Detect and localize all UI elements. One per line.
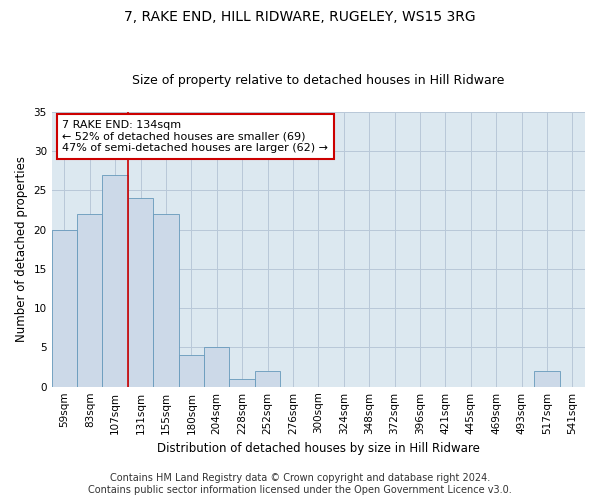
X-axis label: Distribution of detached houses by size in Hill Ridware: Distribution of detached houses by size … bbox=[157, 442, 480, 455]
Bar bbox=[52, 230, 77, 386]
Text: 7, RAKE END, HILL RIDWARE, RUGELEY, WS15 3RG: 7, RAKE END, HILL RIDWARE, RUGELEY, WS15… bbox=[124, 10, 476, 24]
Y-axis label: Number of detached properties: Number of detached properties bbox=[15, 156, 28, 342]
Bar bbox=[229, 379, 255, 386]
Bar bbox=[128, 198, 153, 386]
Text: Contains HM Land Registry data © Crown copyright and database right 2024.
Contai: Contains HM Land Registry data © Crown c… bbox=[88, 474, 512, 495]
Text: 7 RAKE END: 134sqm
← 52% of detached houses are smaller (69)
47% of semi-detache: 7 RAKE END: 134sqm ← 52% of detached hou… bbox=[62, 120, 328, 153]
Bar bbox=[179, 356, 204, 386]
Bar bbox=[153, 214, 179, 386]
Bar bbox=[103, 174, 128, 386]
Bar bbox=[204, 348, 229, 387]
Bar bbox=[77, 214, 103, 386]
Title: Size of property relative to detached houses in Hill Ridware: Size of property relative to detached ho… bbox=[132, 74, 505, 87]
Bar bbox=[255, 371, 280, 386]
Bar bbox=[534, 371, 560, 386]
